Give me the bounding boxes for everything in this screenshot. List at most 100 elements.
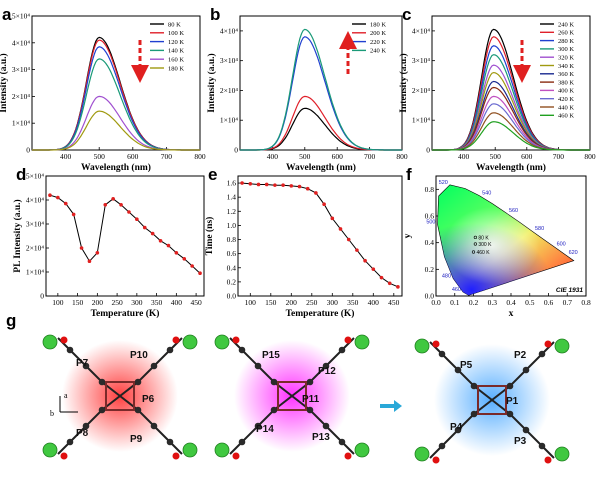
polyhedron-label: P1 — [506, 396, 519, 407]
x-tick-label: 400 — [267, 152, 279, 161]
x-tick-label: 100 — [52, 298, 64, 307]
y-tick-label: 0.6 — [227, 249, 237, 258]
panel-label: f — [406, 165, 412, 184]
y-tick-label: 0.2 — [425, 265, 435, 274]
y-tick-label: 0.0 — [227, 292, 237, 301]
series-line — [240, 28, 402, 151]
carbon-atom — [270, 378, 278, 386]
legend-label: 420 K — [558, 96, 574, 103]
x-tick-label: 450 — [190, 298, 202, 307]
data-point — [379, 275, 384, 280]
x-tick-label: 400 — [60, 152, 72, 161]
wavelength-label: 520 — [439, 180, 448, 186]
data-point — [135, 217, 139, 221]
legend-label: 240 K — [558, 21, 574, 28]
x-axis-label: x — [509, 309, 514, 319]
wavelength-label: 580 — [535, 226, 544, 232]
data-point — [355, 248, 359, 252]
legend-label: 180 K — [370, 21, 386, 28]
legend-label: 440 K — [558, 104, 574, 111]
carbon-atom — [506, 410, 514, 418]
chart-e: 100 150 200 250 300 350 400 450 0.0 0.2 0.4 0.6 0.8 1… — [204, 165, 403, 319]
carbon-atom — [254, 422, 262, 430]
halide-atom — [354, 334, 370, 350]
x-tick-label: 150 — [265, 298, 277, 307]
x-tick-label: 200 — [286, 298, 298, 307]
x-tick-label: 500 — [490, 152, 502, 161]
x-axis-label: Temperature (K) — [91, 308, 160, 319]
oxygen-atom — [344, 336, 352, 344]
series-line — [32, 110, 200, 151]
data-point — [174, 251, 179, 255]
chart-f: 0.0 0.1 0.2 0.3 0.4 0.5 0.6 0.7 0.8 0.0 0.2 0.4 0.6 0… — [403, 165, 591, 319]
halide-atom — [414, 446, 430, 462]
legend-label: 400 K — [558, 88, 574, 95]
cie-gamut-white — [437, 184, 574, 296]
series-line — [432, 121, 590, 151]
data-point — [48, 193, 52, 197]
polyhedron-label: P2 — [514, 350, 527, 361]
data-point — [190, 264, 194, 268]
x-axis-label: Wavelength (nm) — [476, 162, 546, 173]
data-point — [71, 212, 76, 217]
y-tick-label: 4×10⁴ — [412, 26, 430, 35]
x-tick-label: 250 — [111, 298, 123, 307]
data-point — [338, 227, 343, 231]
wavelength-label: 460 — [452, 287, 461, 293]
y-tick-label: 2×10⁴ — [12, 92, 30, 101]
cie-point — [473, 235, 477, 239]
legend-label: 120 K — [168, 39, 184, 46]
carbon-atom — [82, 362, 90, 370]
plot-frame — [45, 175, 205, 297]
legend-label: 140 K — [168, 48, 184, 55]
legend-label: 240 K — [370, 48, 386, 55]
x-tick-label: 100 — [245, 298, 257, 307]
data-point — [79, 246, 84, 250]
carbon-atom — [306, 378, 314, 386]
oxygen-atom — [60, 336, 68, 344]
polyhedron-label: P13 — [312, 432, 330, 443]
legend-label: 460 K — [558, 113, 574, 120]
data-point — [87, 259, 92, 264]
oxygen-atom — [544, 340, 552, 348]
y-tick-label: 2×10⁴ — [26, 244, 44, 253]
polyhedron-label: P9 — [130, 434, 143, 445]
carbon-atom — [270, 406, 278, 414]
x-tick-label: 800 — [194, 152, 206, 161]
halide-atom — [414, 338, 430, 354]
carbon-atom — [470, 382, 478, 390]
y-tick-label: 0 — [426, 146, 430, 155]
y-tick-label: 1×10⁴ — [220, 116, 238, 125]
carbon-atom — [338, 438, 346, 446]
y-tick-label: 0.0 — [425, 292, 435, 301]
panel-label: e — [208, 165, 217, 184]
y-tick-label: 3×10⁴ — [220, 56, 238, 65]
carbon-atom — [98, 406, 106, 414]
x-tick-label: 0.1 — [450, 298, 460, 307]
x-tick-label: 700 — [364, 152, 376, 161]
plot-frame — [239, 15, 403, 151]
panel-label: g — [6, 311, 16, 330]
wavelength-label: 540 — [482, 190, 491, 196]
y-tick-label: 0.8 — [425, 185, 435, 194]
carbon-atom — [538, 350, 546, 358]
carbon-atom — [522, 366, 530, 374]
x-tick-label: 0.8 — [581, 298, 591, 307]
x-tick-label: 500 — [94, 152, 106, 161]
carbon-atom — [470, 410, 478, 418]
x-tick-label: 350 — [347, 298, 359, 307]
data-point — [198, 271, 202, 276]
y-axis-label: Intensity (a.u.) — [206, 53, 217, 112]
x-tick-label: 800 — [584, 152, 596, 161]
polyhedron-label: P6 — [142, 394, 155, 405]
carbon-atom — [506, 382, 514, 390]
oxygen-atom — [232, 452, 240, 460]
data-point — [166, 243, 171, 248]
data-point — [150, 231, 155, 236]
x-tick-label: 700 — [161, 152, 173, 161]
wavelength-label: 620 — [569, 250, 578, 256]
data-point — [346, 237, 351, 242]
y-tick-label: 0.8 — [227, 235, 237, 244]
